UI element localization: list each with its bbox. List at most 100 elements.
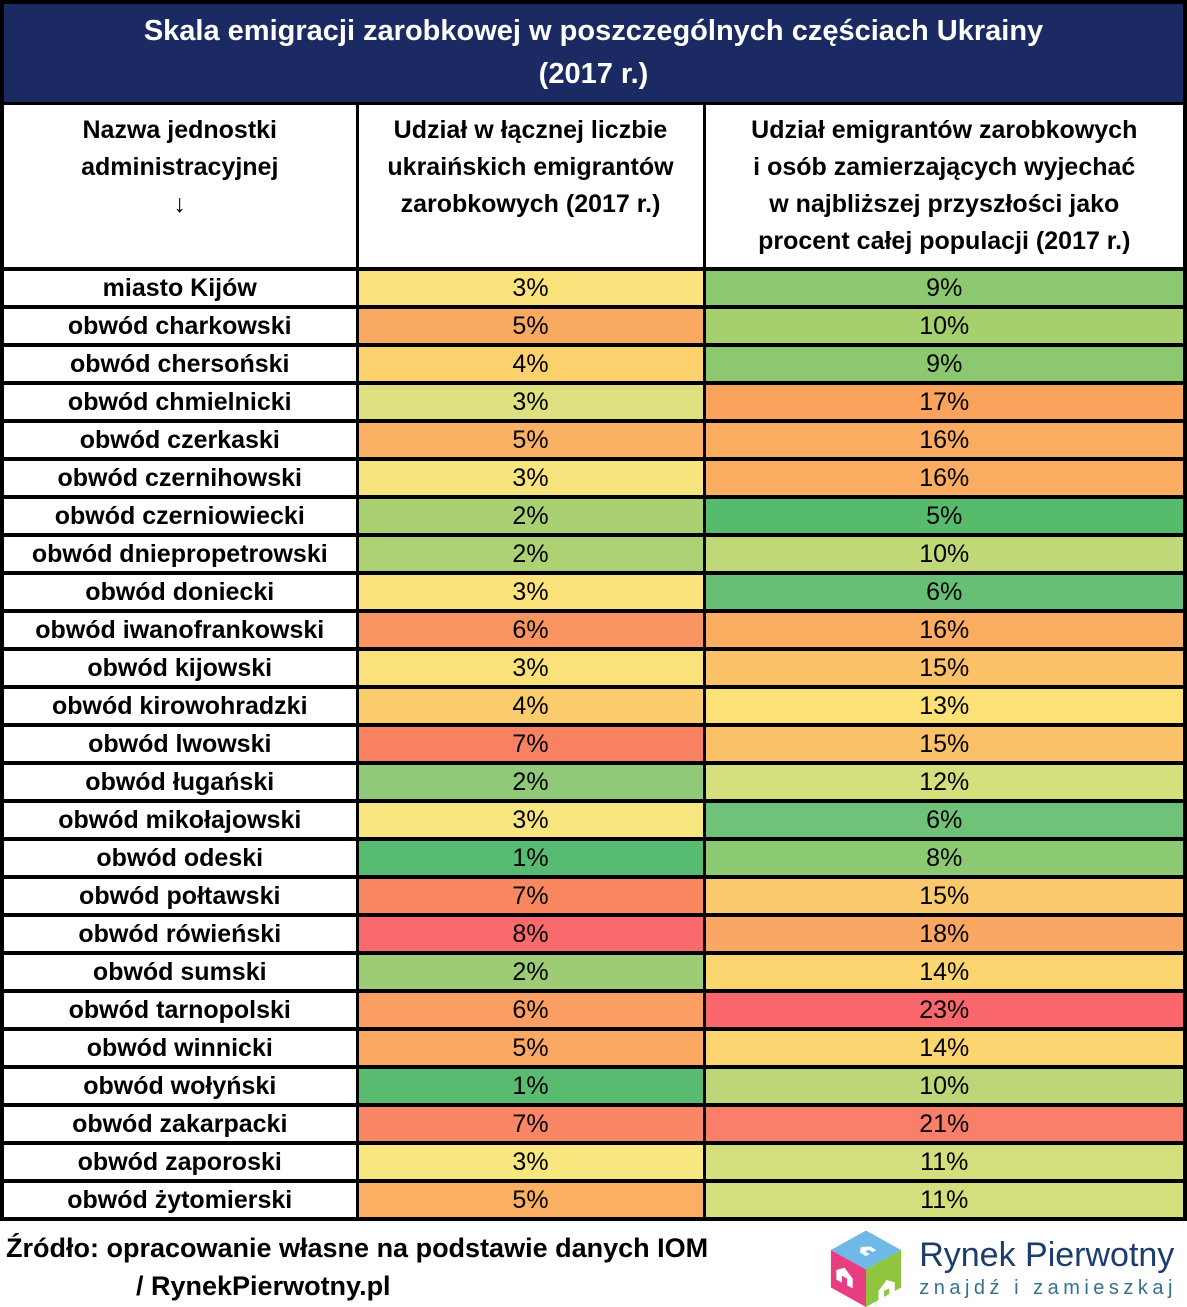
table-row: obwód połtawski 7% 15% xyxy=(4,875,1183,917)
footer: Źródło: opracowanie własne na podstawie … xyxy=(0,1221,1187,1307)
table-header: Nazwa jednostki administracyjnej ↓ Udzia… xyxy=(4,105,1183,271)
share-of-emigrants-cell: 5% xyxy=(355,1027,706,1069)
share-of-emigrants-cell: 3% xyxy=(355,381,706,423)
house-icon-left xyxy=(836,1267,853,1289)
table-body: miasto Kijów 3% 9% obwód charkowski 5% 10% obw… xyxy=(4,267,1183,1217)
source-note: Źródło: opracowanie własne na podstawie … xyxy=(6,1229,708,1305)
region-name-cell: obwód wołyński xyxy=(4,1065,359,1107)
region-name-cell: obwód doniecki xyxy=(4,571,359,613)
emigration-table: Skala emigracji zarobkowej w poszczególn… xyxy=(0,0,1187,1221)
table-row: obwód charkowski 5% 10% xyxy=(4,305,1183,347)
source-line-1: Źródło: opracowanie własne na podstawie … xyxy=(6,1233,709,1263)
percent-of-population-cell: 11% xyxy=(702,1141,1183,1183)
rynek-pierwotny-logo: Rynek Pierwotny znajdź i zamieszkaj xyxy=(827,1229,1183,1307)
share-of-emigrants-cell: 7% xyxy=(355,875,706,917)
table-row: obwód ługański 2% 12% xyxy=(4,761,1183,803)
share-of-emigrants-cell: 4% xyxy=(355,343,706,385)
region-name-cell: obwód iwanofrankowski xyxy=(4,609,359,651)
share-of-emigrants-cell: 2% xyxy=(355,495,706,537)
share-of-emigrants-cell: 3% xyxy=(355,571,706,613)
percent-of-population-cell: 6% xyxy=(702,571,1183,613)
table-row: obwód kijowski 3% 15% xyxy=(4,647,1183,689)
region-name-cell: obwód żytomierski xyxy=(4,1179,359,1217)
house-icon-top xyxy=(860,1246,877,1257)
region-name-cell: obwód lwowski xyxy=(4,723,359,765)
percent-of-population-cell: 18% xyxy=(702,913,1183,955)
region-name-cell: obwód czerkaski xyxy=(4,419,359,461)
percent-of-population-cell: 15% xyxy=(702,875,1183,917)
share-of-emigrants-cell: 2% xyxy=(355,533,706,575)
share-of-emigrants-cell: 5% xyxy=(355,1179,706,1217)
percent-of-population-cell: 11% xyxy=(702,1179,1183,1217)
column-header-population: Udział emigrantów zarobkowych i osób zam… xyxy=(702,105,1183,271)
table-row: miasto Kijów 3% 9% xyxy=(4,267,1183,309)
table-row: obwód czernihowski 3% 16% xyxy=(4,457,1183,499)
column-header-share: Udział w łącznej liczbie ukraińskich emi… xyxy=(355,105,706,271)
table-row: obwód kirowohradzki 4% 13% xyxy=(4,685,1183,727)
region-name-cell: obwód charkowski xyxy=(4,305,359,347)
share-of-emigrants-cell: 5% xyxy=(355,419,706,461)
percent-of-population-cell: 6% xyxy=(702,799,1183,841)
logo-text: Rynek Pierwotny znajdź i zamieszkaj xyxy=(919,1235,1177,1301)
region-name-cell: obwód rówieński xyxy=(4,913,359,955)
region-name-cell: obwód kirowohradzki xyxy=(4,685,359,727)
cube-right-face xyxy=(866,1250,902,1307)
region-name-cell: obwód winnicki xyxy=(4,1027,359,1069)
region-name-cell: obwód chersoński xyxy=(4,343,359,385)
share-of-emigrants-cell: 7% xyxy=(355,1103,706,1145)
share-of-emigrants-cell: 3% xyxy=(355,799,706,841)
share-of-emigrants-cell: 3% xyxy=(355,647,706,689)
source-line-2: / RynekPierwotny.pl xyxy=(136,1271,391,1301)
share-of-emigrants-cell: 2% xyxy=(355,951,706,993)
percent-of-population-cell: 15% xyxy=(702,723,1183,765)
share-of-emigrants-cell: 6% xyxy=(355,989,706,1031)
region-name-cell: obwód sumski xyxy=(4,951,359,993)
brand-name: Rynek Pierwotny xyxy=(919,1236,1175,1274)
column-header-region: Nazwa jednostki administracyjnej ↓ xyxy=(4,105,359,271)
region-name-cell: obwód czernihowski xyxy=(4,457,359,499)
region-name-cell: obwód tarnopolski xyxy=(4,989,359,1031)
share-of-emigrants-cell: 6% xyxy=(355,609,706,651)
region-name-cell: obwód chmielnicki xyxy=(4,381,359,423)
percent-of-population-cell: 9% xyxy=(702,343,1183,385)
share-of-emigrants-cell: 4% xyxy=(355,685,706,727)
table-row: obwód odeski 1% 8% xyxy=(4,837,1183,879)
house-icon-right xyxy=(878,1280,895,1301)
share-of-emigrants-cell: 8% xyxy=(355,913,706,955)
table-row: obwód zakarpacki 7% 21% xyxy=(4,1103,1183,1145)
table-row: obwód czerkaski 5% 16% xyxy=(4,419,1183,461)
region-name-cell: obwód dniepropetrowski xyxy=(4,533,359,575)
region-name-cell: obwód mikołajowski xyxy=(4,799,359,841)
table-row: obwód czerniowiecki 2% 5% xyxy=(4,495,1183,537)
data-table: Nazwa jednostki administracyjnej ↓ Udzia… xyxy=(4,105,1183,1217)
region-name-cell: obwód ługański xyxy=(4,761,359,803)
percent-of-population-cell: 16% xyxy=(702,419,1183,461)
share-of-emigrants-cell: 5% xyxy=(355,305,706,347)
percent-of-population-cell: 17% xyxy=(702,381,1183,423)
region-name-cell: obwód połtawski xyxy=(4,875,359,917)
share-of-emigrants-cell: 1% xyxy=(355,837,706,879)
table-row: obwód mikołajowski 3% 6% xyxy=(4,799,1183,841)
share-of-emigrants-cell: 3% xyxy=(355,1141,706,1183)
table-row: obwód iwanofrankowski 6% 16% xyxy=(4,609,1183,651)
region-name-cell: obwód odeski xyxy=(4,837,359,879)
region-name-cell: miasto Kijów xyxy=(4,267,359,309)
region-name-cell: obwód zakarpacki xyxy=(4,1103,359,1145)
table-row: obwód lwowski 7% 15% xyxy=(4,723,1183,765)
percent-of-population-cell: 5% xyxy=(702,495,1183,537)
table-row: obwód zaporoski 3% 11% xyxy=(4,1141,1183,1183)
table-row: obwód winnicki 5% 14% xyxy=(4,1027,1183,1069)
percent-of-population-cell: 23% xyxy=(702,989,1183,1031)
share-of-emigrants-cell: 1% xyxy=(355,1065,706,1107)
percent-of-population-cell: 21% xyxy=(702,1103,1183,1145)
region-name-cell: obwód czerniowiecki xyxy=(4,495,359,537)
table-row: obwód chersoński 4% 9% xyxy=(4,343,1183,385)
percent-of-population-cell: 10% xyxy=(702,533,1183,575)
percent-of-population-cell: 14% xyxy=(702,1027,1183,1069)
table-row: obwód tarnopolski 6% 23% xyxy=(4,989,1183,1031)
percent-of-population-cell: 16% xyxy=(702,609,1183,651)
table-title: Skala emigracji zarobkowej w poszczególn… xyxy=(4,4,1183,105)
percent-of-population-cell: 14% xyxy=(702,951,1183,993)
share-of-emigrants-cell: 7% xyxy=(355,723,706,765)
